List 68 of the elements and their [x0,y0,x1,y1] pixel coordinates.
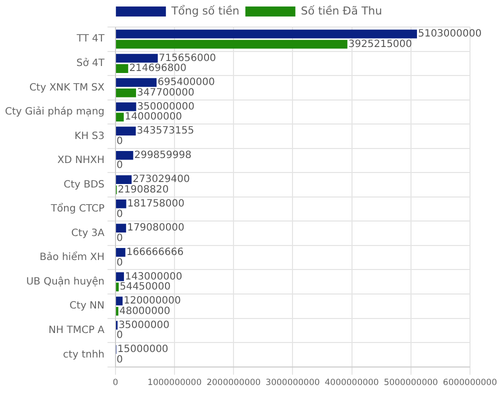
x-tick-label: 2000000000 [206,378,261,388]
bar [116,78,157,87]
bar [116,199,126,208]
data-label: 695400000 [158,77,215,88]
bar [116,282,119,292]
y-tick-label: Bảo hiểm XH [40,251,105,264]
data-label: 0 [116,160,123,172]
y-tick-label: Cty 3A [71,228,105,239]
data-label: 343573155 [136,126,194,137]
data-label: 140000000 [124,112,182,123]
data-label: 181758000 [127,198,185,210]
data-label: 21908820 [118,184,169,196]
data-label: 299859998 [134,150,192,161]
y-tick-label: TT 4T [76,34,106,45]
x-tick-label: 0 [112,378,118,388]
x-tick-label: 5000000000 [384,378,438,388]
bar [116,64,128,73]
data-label: 179080000 [127,222,184,234]
y-tick-label: NH TMCP A [48,324,105,336]
data-label: 0 [116,257,123,268]
data-label: 166666666 [126,247,184,258]
data-label: 0 [116,208,123,220]
data-label: 0 [116,330,123,342]
bar [116,102,136,112]
data-label: 347700000 [137,87,194,98]
bar [116,54,158,63]
data-label: 54450000 [120,282,171,293]
data-label: 5103000000 [418,28,482,40]
bar [116,248,126,257]
y-tick-label: cty tnhh [63,349,105,360]
y-tick-label: Cty BDS [64,179,105,190]
x-tick-label: 4000000000 [324,378,379,388]
bar [116,272,124,282]
data-label: 0 [116,233,123,244]
y-tick-label: Cty NN [70,300,105,312]
x-tick-label: 3000000000 [266,378,320,388]
data-label: 48000000 [119,306,170,317]
bar [116,150,134,160]
data-label: 0 [116,136,123,147]
data-label: 0 [116,354,123,366]
bar [116,175,132,184]
y-tick-label: Cty Giải pháp mạng [4,106,105,118]
bar [116,30,417,38]
x-tick-label: 6000000000 [442,378,498,388]
y-tick-label: XD NHXH [57,155,105,166]
bar [116,296,123,306]
legend-label: Tổng số tiền [170,4,240,18]
y-tick-label: Tổng CTCP [50,202,105,215]
bar [116,112,124,122]
data-label: 15000000 [117,344,168,356]
data-label: 273029400 [132,174,190,186]
bar [116,40,348,49]
y-tick-label: Cty XNK TM SX [29,82,105,94]
data-label: 214696800 [129,63,186,74]
legend-label: Số tiền Đã Thu [300,4,382,18]
y-tick-label: KH S3 [74,130,105,142]
data-label: 350000000 [137,101,194,112]
data-label: 3925215000 [348,38,412,50]
y-tick-label: Sở 4T [76,57,106,69]
data-label: 715656000 [158,52,216,64]
bar [116,126,136,136]
data-label: 120000000 [124,296,181,307]
data-label: 143000000 [124,271,182,282]
data-label: 35000000 [118,320,170,331]
bar [116,88,136,98]
x-tick-label: 1000000000 [148,378,202,388]
bar [116,224,126,233]
y-tick-label: UB Quận huyện [26,276,105,288]
